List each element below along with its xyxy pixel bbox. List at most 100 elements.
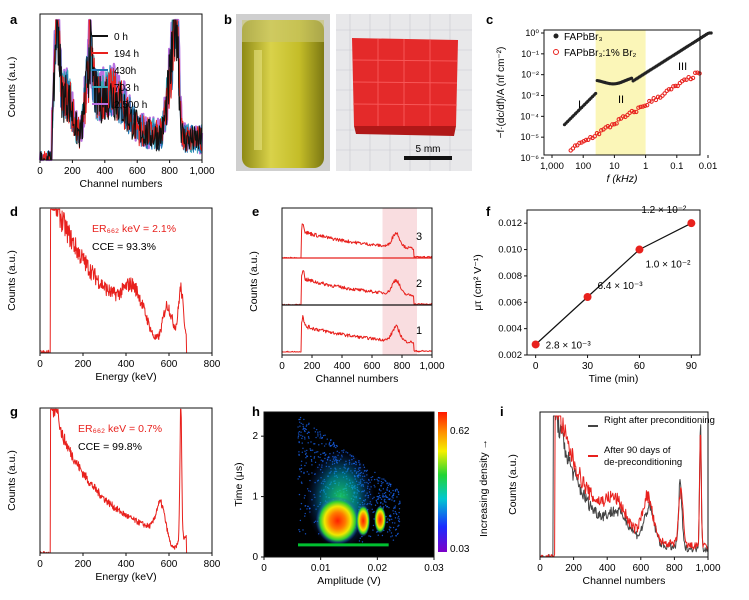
h-scatter-43 <box>382 506 385 508</box>
h-scatter-163 <box>308 437 310 439</box>
h-scatter-435 <box>378 494 381 497</box>
h-scatter-495 <box>299 416 302 419</box>
c-point-red-55 <box>688 76 694 82</box>
c-point-red-7 <box>583 137 589 143</box>
h-scatter-532 <box>304 436 306 439</box>
c-point-red-19 <box>610 122 615 127</box>
h-scatter-580 <box>313 427 315 429</box>
a-xtick-label-2: 400 <box>96 166 113 177</box>
h-scatter-264 <box>398 511 400 514</box>
f-line <box>535 222 692 345</box>
f-ytick-label-5: 0.012 <box>498 218 522 229</box>
c-point-red-4 <box>577 140 582 146</box>
h-scatter-542 <box>393 500 396 502</box>
h-scatter-209 <box>314 451 316 454</box>
h-scatter-612 <box>300 471 302 473</box>
h-scatter-454 <box>386 482 388 485</box>
d-xtick-label-4: 800 <box>204 359 221 370</box>
h-scatter-238 <box>390 536 392 538</box>
e-xlabel: Channel numbers <box>316 373 399 385</box>
c-xtick-label-1: 100 <box>575 161 591 172</box>
a-legend-label-3: 703 h <box>114 83 139 94</box>
h-scatter-552 <box>379 502 382 504</box>
panel-label-d: d <box>10 204 18 219</box>
e-ylabel: Counts (a.u.) <box>248 251 260 312</box>
h-scatter-602 <box>398 520 401 523</box>
f-xtick-label-3: 90 <box>686 361 698 372</box>
h-scatter-172 <box>336 445 338 447</box>
g-xtick-label-0: 0 <box>37 559 43 570</box>
f-ytick-label-3: 0.008 <box>498 271 522 282</box>
h-scatter-272 <box>330 439 332 441</box>
f-point-label-0: 2.8 × 10⁻³ <box>546 340 592 351</box>
f-ylabel: μτ (cm² V⁻¹) <box>472 254 484 311</box>
h-scatter-490 <box>388 515 391 517</box>
h-scatter-631 <box>373 478 376 481</box>
h-scatter-483 <box>385 506 388 508</box>
h-scatter-186 <box>301 442 303 444</box>
h-scatter-484 <box>384 494 387 497</box>
h-scatter-538 <box>300 422 302 425</box>
f-xtick-label-1: 30 <box>582 361 594 372</box>
h-scatter-462 <box>381 495 384 497</box>
c-point-red-13 <box>596 131 602 137</box>
d-xlabel: Energy (keV) <box>95 371 156 383</box>
c-point-red-48 <box>673 83 678 89</box>
h-scatter-600 <box>324 434 326 436</box>
h-scatter-300 <box>396 513 398 516</box>
c-point-red-47 <box>671 84 676 89</box>
h-scatter-491 <box>306 449 308 452</box>
c-point-red-12 <box>594 131 600 136</box>
c-point-red-17 <box>605 123 611 129</box>
h-scatter-263 <box>315 451 318 453</box>
c-point-red-28 <box>629 108 635 114</box>
panel-label-g: g <box>10 404 18 419</box>
c-xtick-label-5: 0.01 <box>699 161 718 172</box>
h-scatter-604 <box>304 512 306 515</box>
e-xtick-label-2: 400 <box>334 361 351 372</box>
h-scatter-605 <box>298 421 301 423</box>
h-scatter-353 <box>328 442 331 445</box>
h-scatter-676 <box>392 493 395 495</box>
h-scatter-673 <box>394 529 397 531</box>
chart-g-energy-spectrum: 0 200 400 600 800 Energy (keV) Counts (a.u.) ER… <box>6 407 221 583</box>
a-legend-label-2: 430h <box>114 66 136 77</box>
h-scatter-518 <box>396 488 398 490</box>
c-point-red-23 <box>618 116 624 121</box>
i-xlabel: Channel numbers <box>583 575 666 587</box>
c-legend-label-0: FAPbBr₃ <box>564 32 603 43</box>
h-scatter-684 <box>386 489 388 492</box>
h-scatter-425 <box>390 492 392 494</box>
h-scatter-377 <box>395 535 397 537</box>
d-xtick-label-2: 400 <box>118 359 135 370</box>
h-scatter-575 <box>392 497 394 499</box>
c-point-red-46 <box>668 87 674 92</box>
c-xtick-label-3: 1 <box>643 161 648 172</box>
d-xtick-label-0: 0 <box>37 359 43 370</box>
a-legend-label-0: 0 h <box>114 32 128 43</box>
g-xlabel: Energy (keV) <box>95 571 156 583</box>
h-scatter-363 <box>309 448 311 450</box>
c-point-red-11 <box>592 134 597 139</box>
e-xtick-label-3: 600 <box>364 361 381 372</box>
h-scatter-232 <box>399 502 401 504</box>
h-scatter-13 <box>304 494 306 497</box>
h-scatter-221 <box>319 433 322 435</box>
chart-c-admittance: 1,000 100 10 1 0.1 0.01 10⁻⁶ 10⁻⁵ 10⁻⁴ 10⁻³ 10⁻² 10… <box>496 28 717 185</box>
f-ytick-label-0: 0.002 <box>498 350 522 361</box>
d-xtick-label-3: 600 <box>161 359 178 370</box>
h-scatter-228 <box>388 528 390 531</box>
h-scatter-556 <box>322 452 324 454</box>
c-ytick-label-4: 10⁻² <box>521 70 539 80</box>
c-point-red-2 <box>572 143 578 148</box>
c-point-red-20 <box>612 122 617 127</box>
e-trace-1 <box>281 270 433 306</box>
h-scatter-143 <box>381 478 383 480</box>
h-scatter-113 <box>311 449 314 451</box>
h-scatter-275 <box>388 490 391 493</box>
h-scatter-496 <box>398 503 400 505</box>
h-blob-2 <box>374 505 387 534</box>
h-scatter-439 <box>319 435 322 437</box>
h-scatter-511 <box>303 471 305 474</box>
h-scatter-428 <box>333 443 335 445</box>
